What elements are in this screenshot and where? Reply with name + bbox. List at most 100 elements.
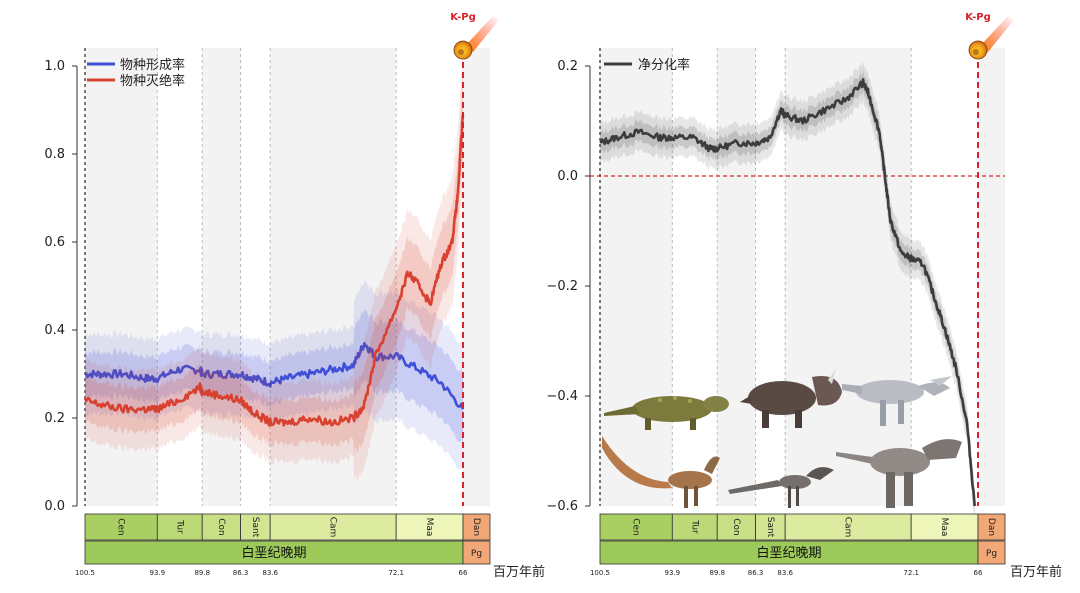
- stage-band: [600, 48, 673, 506]
- legend-label-extinction: 物种灭绝率: [120, 73, 185, 89]
- kpg-meteor: [453, 16, 499, 60]
- tyrannosaur-icon: [836, 439, 962, 508]
- stage-cell: [671, 513, 718, 541]
- plot-area: [83, 51, 465, 485]
- age-tick-label: 86.3: [233, 569, 249, 577]
- stage-band: [978, 48, 1005, 506]
- hadrosaur-icon: [842, 376, 952, 426]
- stage-label: Cen: [116, 518, 126, 536]
- legend-label-net: 净分化率: [638, 57, 690, 73]
- rates-chart: 0.0 0.2 0.4 0.6 0.8 1.0 物种形成率 物种灭绝率 Cen Tur Con…: [44, 12, 545, 580]
- age-tick-label: 89.8: [709, 569, 725, 577]
- stage-label: Tur: [174, 519, 184, 534]
- series-line-speciation: [84, 342, 465, 410]
- y-tick-label: 1.0: [44, 59, 65, 74]
- age-tick-label: 100.5: [75, 569, 95, 577]
- age-tick-label: 83.6: [262, 569, 278, 577]
- stage-label: Con: [216, 518, 226, 536]
- legend-label-speciation: 物种形成率: [120, 57, 185, 73]
- y-axis: −0.6 −0.4 −0.2 0.0 0.2: [546, 59, 591, 514]
- stage-label: Cam: [843, 517, 853, 538]
- y-tick-label: −0.6: [546, 499, 578, 514]
- dromaeosaur-icon: [602, 436, 720, 508]
- y-tick-label: 0.8: [44, 147, 65, 162]
- net-diversification-chart: −0.6 −0.4 −0.2 0.0 0.2 净分化率: [546, 12, 1062, 580]
- x-axis-unit-label: 百万年前: [1010, 564, 1062, 580]
- dinosaur-illustrations: [602, 368, 962, 508]
- x-axis-unit-label: 百万年前: [493, 564, 545, 580]
- triceratops-icon: [740, 368, 842, 428]
- stage-boundary-lines: [84, 48, 397, 506]
- stratigraphy-bar: Cen Tur Con Sant Cam Maa Dan 白垩纪晚期 Pg: [599, 513, 1006, 565]
- kpg-meteor: [968, 16, 1014, 60]
- stage-cell: [462, 513, 491, 541]
- age-tick-label: 86.3: [748, 569, 764, 577]
- age-tick-label: 72.1: [903, 569, 919, 577]
- stage-band: [785, 48, 912, 506]
- y-tick-label: −0.2: [546, 279, 578, 294]
- stage-band: [463, 48, 490, 506]
- age-tick-label: 72.1: [388, 569, 404, 577]
- y-tick-label: 0.2: [44, 411, 65, 426]
- troodon-icon: [728, 467, 834, 508]
- series-line-extinction: [83, 114, 465, 427]
- uncertainty-band-extinction: [85, 51, 463, 485]
- period-label: 白垩纪晚期: [756, 545, 821, 561]
- stage-label: Dan: [471, 518, 481, 536]
- y-tick-label: −0.4: [546, 389, 578, 404]
- stage-band: [240, 48, 271, 506]
- stage-band: [270, 48, 397, 506]
- age-tick-label: 93.9: [150, 569, 166, 577]
- stage-band: [717, 48, 756, 506]
- stage-cell: [784, 513, 912, 541]
- age-tick-label: 66: [974, 569, 983, 577]
- stage-cell: [201, 513, 241, 541]
- age-tick-label: 89.8: [194, 569, 210, 577]
- stage-cell: [269, 513, 397, 541]
- stage-band: [157, 48, 203, 506]
- kpg-label: K-Pg: [450, 12, 476, 23]
- stage-label: Cam: [328, 517, 338, 538]
- y-tick-label: 0.6: [44, 235, 65, 250]
- paleogene-cell: [977, 540, 1006, 565]
- ankylosaur-icon: [604, 396, 729, 430]
- stage-cell: [240, 513, 271, 541]
- paleogene-cell: [462, 540, 491, 565]
- plot-area: [590, 60, 1005, 526]
- y-tick-label: 0.4: [44, 323, 65, 338]
- stage-label: Sant: [765, 517, 775, 538]
- legend: 物种形成率 物种灭绝率: [87, 57, 185, 89]
- y-axis: 0.0 0.2 0.4 0.6 0.8 1.0: [44, 59, 78, 514]
- age-tick-label: 83.6: [777, 569, 793, 577]
- age-tick-label: 100.5: [590, 569, 610, 577]
- y-tick-label: 0.0: [557, 169, 578, 184]
- stratigraphy-bar: Cen Tur Con Sant Cam Maa Dan 白垩纪晚期 Pg: [84, 513, 491, 565]
- stage-label: Sant: [250, 517, 260, 538]
- stage-label: Dan: [986, 518, 996, 536]
- paleogene-label: Pg: [471, 549, 482, 559]
- stage-label: Cen: [631, 518, 641, 536]
- stage-label: Maa: [424, 518, 434, 537]
- period-label: 白垩纪晚期: [241, 545, 306, 561]
- uncertainty-band-extinction: [85, 79, 463, 457]
- stage-band: [85, 48, 158, 506]
- stage-cell: [395, 513, 464, 541]
- legend: 净分化率: [604, 57, 690, 73]
- stage-shading: [85, 48, 490, 506]
- stage-band: [202, 48, 241, 506]
- series-line-net: [599, 78, 976, 507]
- age-tick-label: 93.9: [665, 569, 681, 577]
- stage-cell: [716, 513, 756, 541]
- stage-boundary-lines: [599, 48, 912, 506]
- stage-cell: [977, 513, 1006, 541]
- stage-band: [755, 48, 786, 506]
- kpg-label: K-Pg: [965, 12, 991, 23]
- stage-label: Tur: [689, 519, 699, 534]
- y-tick-label: 0.2: [557, 59, 578, 74]
- stage-cell: [156, 513, 203, 541]
- y-tick-label: 0.0: [44, 499, 65, 514]
- uncertainty-band-speciation: [85, 308, 463, 445]
- age-tick-labels: 100.5 93.9 89.8 86.3 83.6 72.1 66: [590, 569, 983, 577]
- stage-cell: [599, 513, 673, 541]
